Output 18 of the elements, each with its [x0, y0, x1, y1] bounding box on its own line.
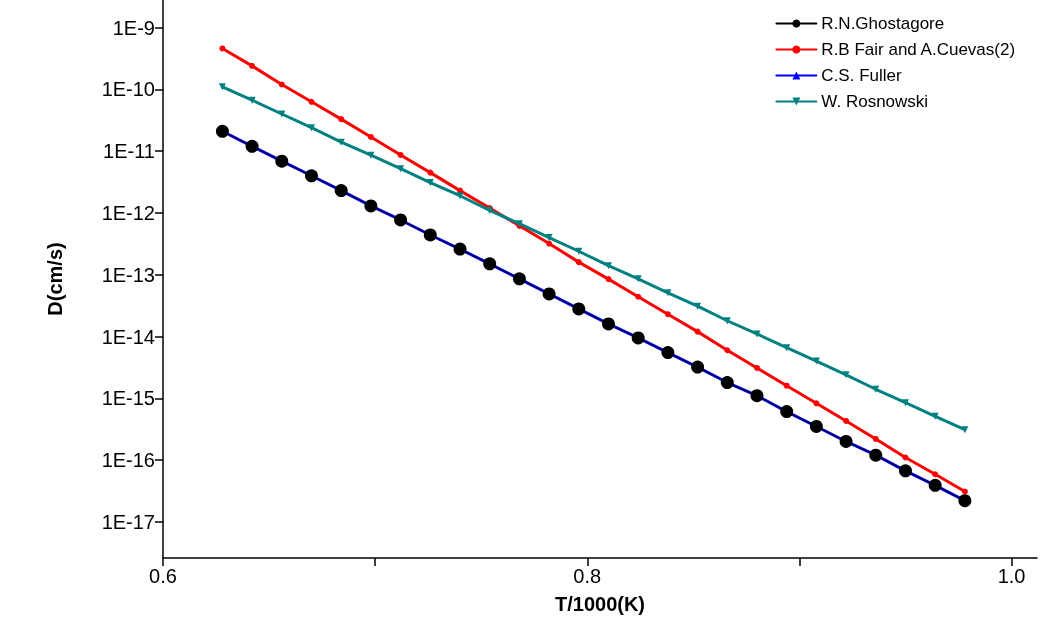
legend-label: R.N.Ghostagore — [821, 14, 945, 33]
legend-label: W. Rosnowski — [821, 92, 929, 111]
y-tick-label: 1E-10 — [101, 78, 155, 101]
y-axis-title: D(cm/s) — [44, 242, 66, 316]
legend-label: R.B Fair and A.Cuevas(2) — [821, 40, 1016, 59]
y-tick-label: 1E-12 — [101, 201, 155, 224]
y-tick-label: 1E-9 — [112, 16, 155, 39]
x-tick-label: 0.6 — [149, 565, 177, 587]
y-tick-label: 1E-13 — [101, 263, 155, 286]
y-tick-label: 1E-16 — [101, 449, 155, 472]
x-tick-label: 1.0 — [997, 565, 1026, 587]
legend-label: C.S. Fuller — [821, 66, 902, 85]
y-tick-label: 1E-14 — [101, 325, 155, 348]
x-axis-title: T/1000(K) — [554, 593, 646, 615]
y-tick-label: 1E-15 — [101, 387, 155, 410]
y-tick-label: 1E-11 — [103, 140, 155, 163]
y-tick-label: 1E-17 — [101, 510, 155, 533]
x-tick-label: 0.8 — [573, 565, 602, 587]
